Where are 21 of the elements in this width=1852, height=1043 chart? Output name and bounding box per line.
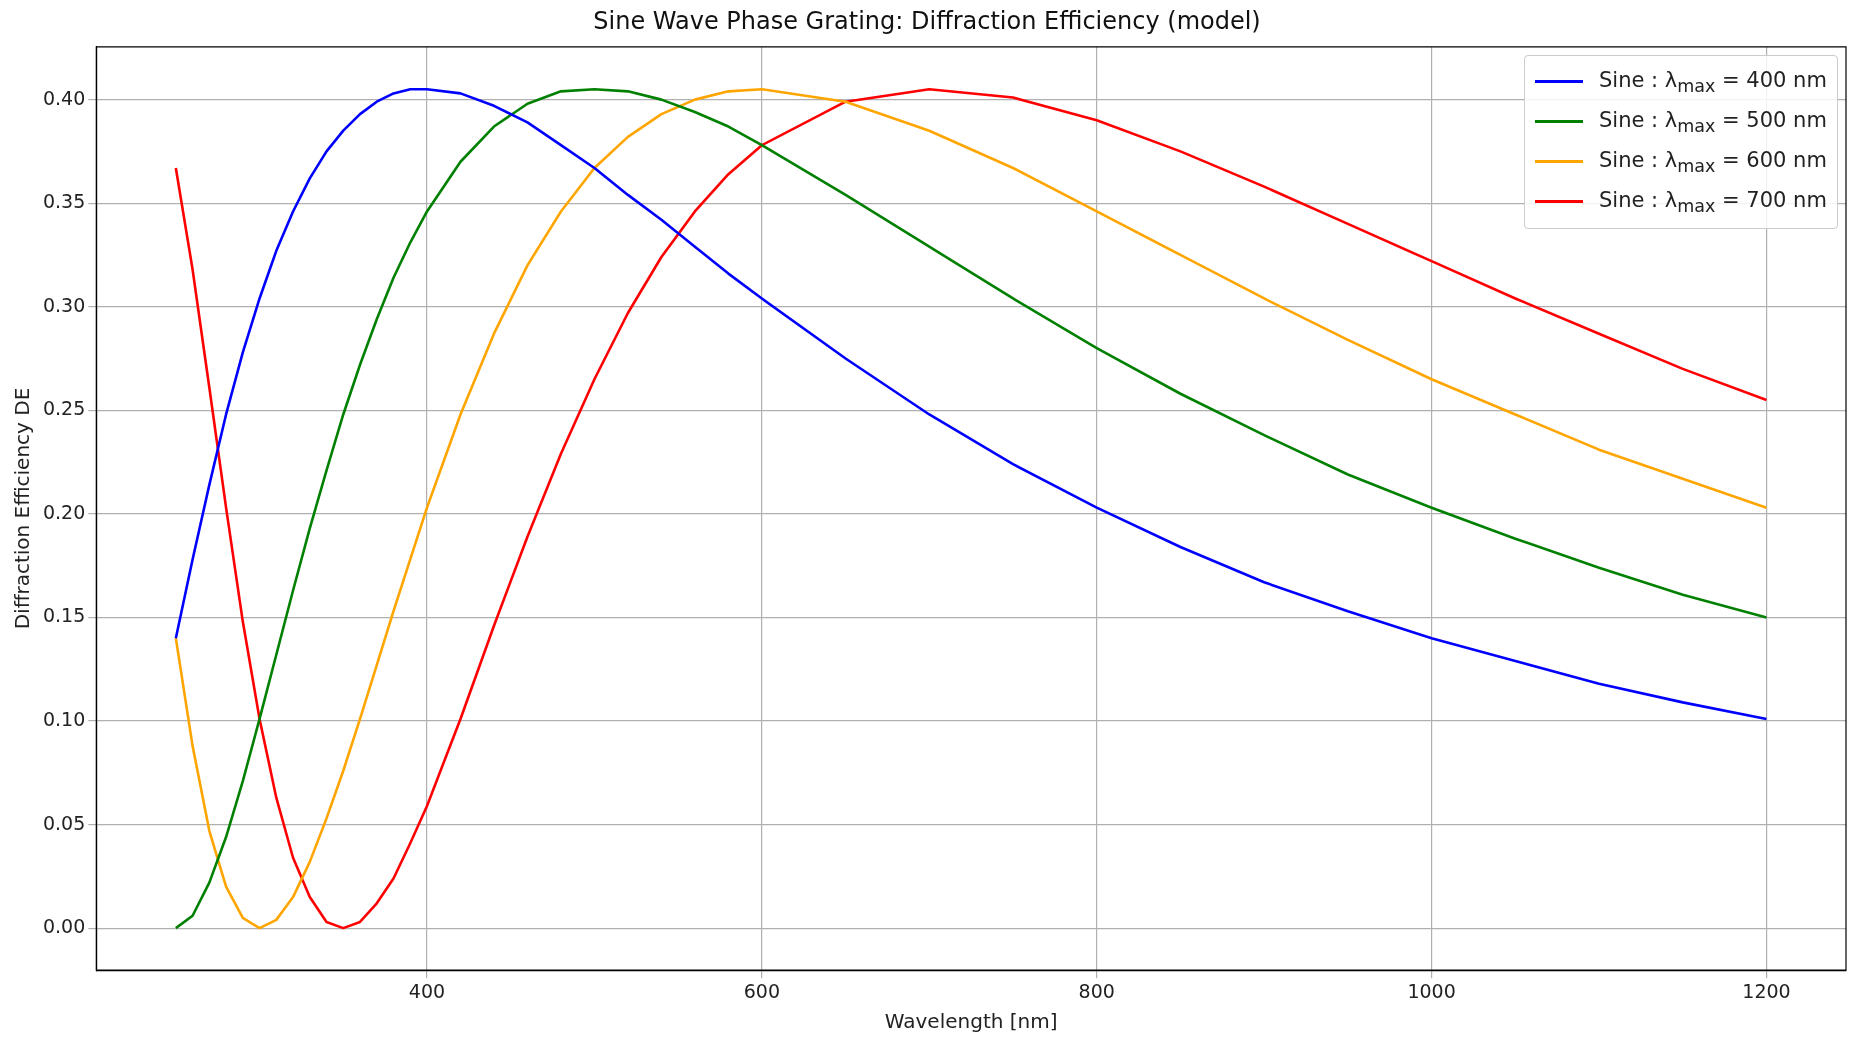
x-tick-label: 600 [743,979,780,1002]
x-axis-title: Wavelength [nm] [884,1009,1058,1034]
y-tick-label: 0.25 [42,397,86,420]
legend-label: Sine : λ$_{max}$ = 600 nm [1599,147,1827,176]
chart-title: Sine Wave Phase Grating: Diffraction Efficiency (model) [593,6,1261,35]
y-tick-label: 0.30 [42,293,86,316]
y-tick-label: 0.40 [42,86,86,109]
legend-label: Sine : λ$_{max}$ = 500 nm [1599,107,1827,136]
y-tick-label: 0.05 [42,811,86,834]
x-tick-label: 1200 [1742,979,1791,1002]
legend-label: Sine : λ$_{max}$ = 700 nm [1599,187,1827,216]
y-tick-label: 0.00 [42,915,86,938]
y-axis-title: Diffraction Efficiency DE [10,387,35,630]
x-tick-label: 400 [408,979,446,1002]
x-tick-label: 800 [1078,979,1115,1002]
legend-label: Sine : λ$_{max}$ = 400 nm [1599,67,1827,96]
y-tick-label: 0.15 [42,604,86,627]
x-tick-label: 1000 [1407,979,1456,1002]
y-tick-label: 0.20 [42,500,86,523]
y-tick-label: 0.10 [42,707,86,730]
y-tick-label: 0.35 [42,190,86,213]
